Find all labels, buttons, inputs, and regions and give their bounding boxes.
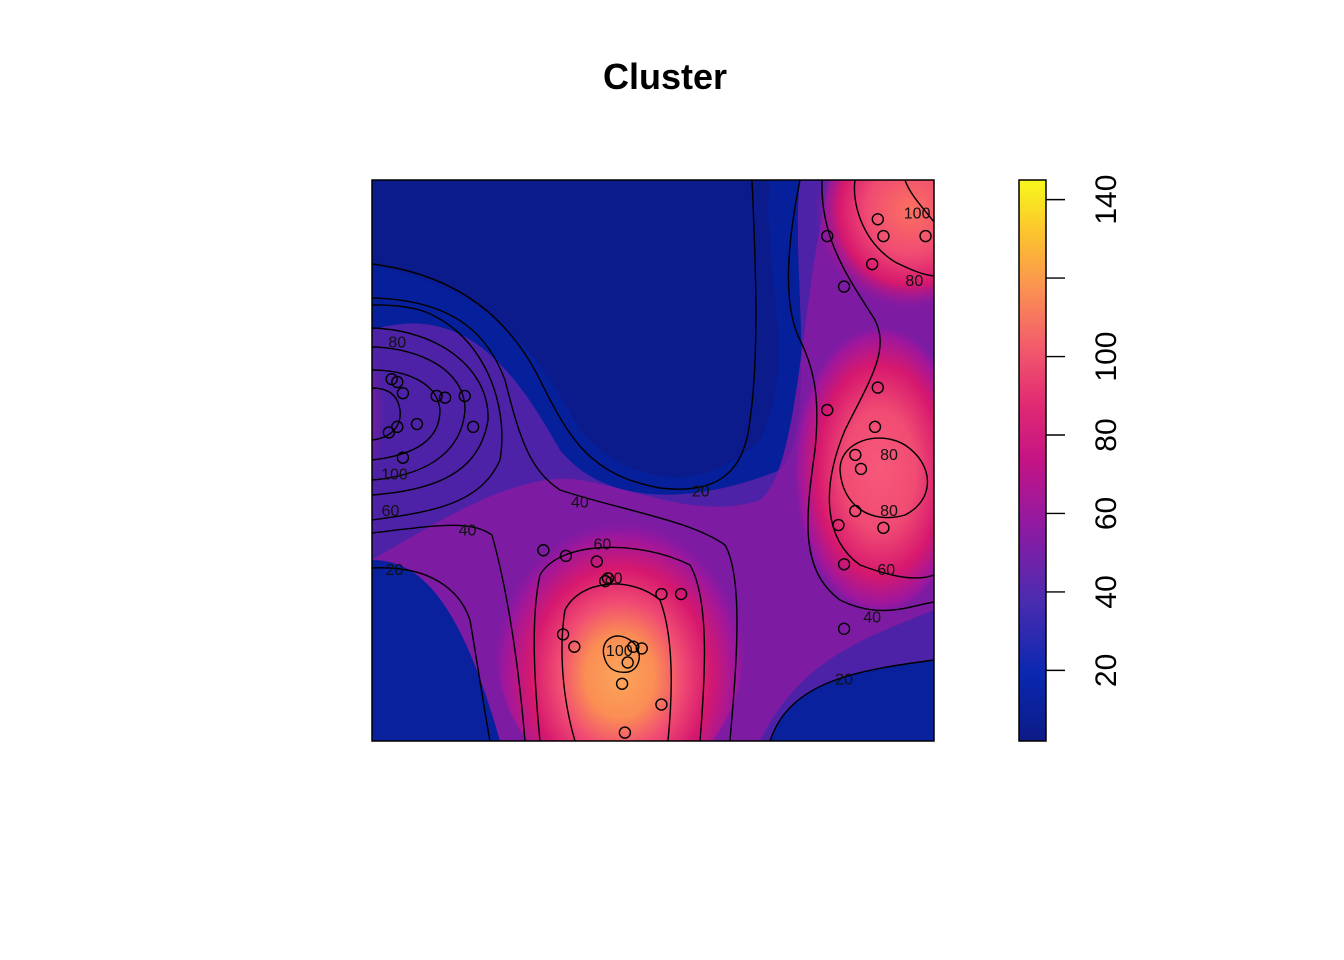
data-point-41 [837,622,851,635]
contour-label-7: 60 [594,537,612,554]
data-point-28 [919,229,932,243]
colorbar-tick-label-80: 80 [1090,418,1123,451]
colorbar-ticks: 20 40 60 80 100 140 [1046,175,1123,687]
colorbar-tick-label-40: 40 [1090,575,1123,608]
data-point-13 [590,555,603,568]
contour-label-2: 60 [382,503,400,520]
contour-label-15: 40 [863,610,881,627]
data-point-4 [391,420,404,434]
data-point-11 [537,544,550,557]
data-point-10 [466,420,480,434]
contour-label-4: 20 [386,562,404,579]
colorbar-tick-label-20: 20 [1090,654,1123,687]
colorbar-tick-label-140: 140 [1090,175,1123,225]
data-point-33 [821,403,834,417]
contour-lines [372,180,934,741]
data-point-18 [556,628,570,641]
data-point-0 [385,372,398,386]
colorbar-tick-label-100: 100 [1090,332,1123,382]
data-point-7 [430,389,443,403]
data-point-25 [618,726,632,739]
contour-label-6: 20 [692,483,710,500]
data-point-2 [396,386,410,400]
data-point-20 [627,640,640,653]
data-point-35 [849,448,862,462]
data-point-3 [382,426,396,439]
contour-label-1: 100 [381,467,408,484]
data-point-15 [599,574,612,588]
data-point-38 [832,518,845,532]
data-point-37 [849,504,862,518]
data-point-26 [871,213,884,226]
data-point-5 [410,417,424,431]
data-point-40 [837,558,851,571]
data-point-21 [635,642,648,655]
contour-label-16: 20 [835,671,853,688]
data-points [382,213,932,739]
colorbar [1018,179,1047,742]
data-point-16 [655,587,668,601]
contour-label-10: 80 [880,447,898,464]
data-point-29 [821,229,834,243]
data-point-8 [438,391,452,404]
data-point-30 [865,257,879,271]
chart-title: Cluster [602,56,728,97]
data-point-39 [877,521,890,535]
data-point-1 [391,375,404,389]
contour-label-13: 80 [880,503,898,520]
data-point-31 [837,280,851,293]
contour-label-3: 40 [459,523,477,540]
data-point-12 [559,549,573,563]
data-point-36 [854,462,868,476]
contour-label-0: 80 [388,335,406,352]
data-point-17 [674,587,688,601]
data-point-27 [877,229,890,243]
data-point-6 [396,451,410,464]
contour-label-12: 80 [905,273,923,290]
data-point-22 [621,656,634,669]
contour-label-14: 60 [877,562,895,579]
data-point-9 [458,389,471,403]
data-point-23 [615,677,629,690]
plot-frame [371,179,935,742]
data-point-32 [871,381,884,394]
contour-label-5: 40 [571,495,589,512]
contour-label-9: 100 [606,643,633,660]
contour-label-11: 100 [904,206,931,223]
data-point-24 [655,698,668,711]
data-point-14 [601,572,615,585]
data-point-19 [568,640,581,653]
data-point-34 [868,420,882,434]
colorbar-tick-label-60: 60 [1090,497,1123,530]
